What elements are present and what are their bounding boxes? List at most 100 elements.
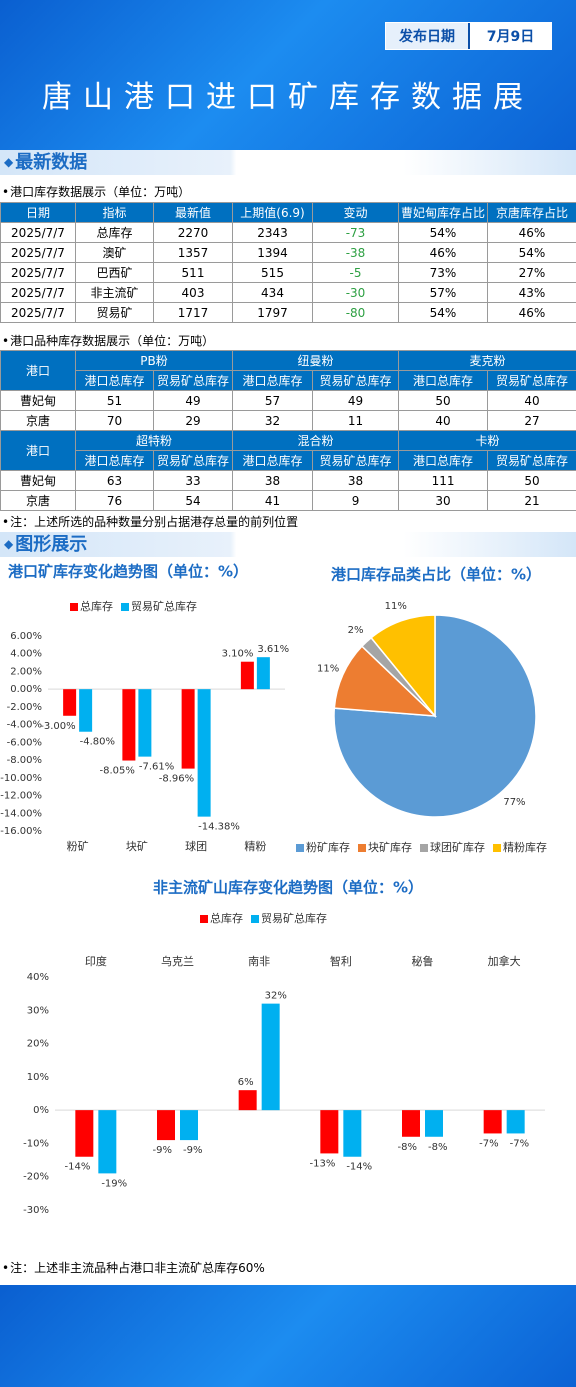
cell: 1717 <box>153 302 233 323</box>
legend-label: 贸易矿总库存 <box>261 911 327 925</box>
cell: 2270 <box>153 222 233 243</box>
value-label: -3.00% <box>40 721 75 732</box>
value-label: -4.80% <box>80 737 115 748</box>
header-cell: 港口总库存 <box>232 450 314 471</box>
header-row: 港口总库存 贸易矿总库存 港口总库存 贸易矿总库存 港口总库存 贸易矿总库存 <box>1 370 576 391</box>
section-bar: 最新数据 <box>0 150 576 175</box>
y-tick-label: -12.00% <box>0 791 42 802</box>
y-tick-label: 0% <box>33 1105 49 1116</box>
pie-slice <box>333 645 438 717</box>
header-cell: 京唐库存占比 <box>487 202 576 223</box>
header-cell: 港口总库存 <box>398 450 489 471</box>
chart-title: 港口矿库存变化趋势图（单位：%） <box>8 563 248 581</box>
x-tick-label: 智利 <box>330 954 352 968</box>
section-bar: 图形展示 <box>0 532 576 557</box>
x-tick-label: 加拿大 <box>488 954 521 968</box>
y-tick-label: 4.00% <box>10 649 42 660</box>
x-tick-label: 粉矿 <box>67 840 89 853</box>
cell: 76 <box>75 490 154 511</box>
cell: 非主流矿 <box>75 282 154 303</box>
y-tick-label: -10.00% <box>0 773 42 784</box>
bar <box>79 689 93 732</box>
row: 2025/7/7 澳矿 1357 1394 -38 46% 54% <box>0 242 576 263</box>
value-label: 32% <box>265 991 287 1002</box>
bar <box>98 1110 117 1174</box>
table-caption: 港口品种库存数据展示（单位：万吨） <box>0 332 214 349</box>
pie-slice <box>370 614 436 719</box>
cell: 2025/7/7 <box>0 302 76 323</box>
cell: 43% <box>487 282 576 303</box>
value-label: 11% <box>385 601 407 612</box>
x-tick-label: 球团 <box>185 839 207 853</box>
y-tick-label: 6.00% <box>10 631 42 642</box>
header-cell: 港口总库存 <box>232 370 314 391</box>
bar <box>238 1090 257 1111</box>
value-label: 3.61% <box>257 644 289 655</box>
row: 曹妃甸 63 33 38 38 111 50 <box>0 470 576 491</box>
row: 2025/7/7 巴西矿 511 515 -5 73% 27% <box>0 262 576 283</box>
value-label: -7% <box>510 1138 529 1149</box>
header-row: 日期 指标 最新值 上期值(6.9) 变动 曹妃甸库存占比 京唐库存占比 <box>0 202 576 223</box>
header-banner: 发布日期 7月9日 唐山港口进口矿库存数据展 <box>0 0 576 150</box>
x-tick-label: 秘鲁 <box>412 954 434 968</box>
bar <box>425 1110 443 1137</box>
x-tick-label: 块矿 <box>126 840 148 853</box>
header-cell: 贸易矿总库存 <box>152 450 234 471</box>
y-tick-label: 30% <box>27 1005 49 1016</box>
header-row: 港口 PB粉 纽曼粉 麦克粉 <box>0 350 576 391</box>
legend-label: 贸易矿总库存 <box>131 599 197 613</box>
header-cell: 日期 <box>0 202 76 223</box>
cell: 54% <box>398 302 488 323</box>
header-cell: PB粉 <box>74 350 234 371</box>
row: 2025/7/7 贸易矿 1717 1797 -80 54% 46% <box>0 302 576 323</box>
bar <box>122 689 136 761</box>
y-tick-label: -6.00% <box>7 737 42 748</box>
value-label: -7.61% <box>139 762 174 773</box>
cell: 2025/7/7 <box>0 262 76 283</box>
chart-title: 港口库存品类占比（单位：%） <box>331 566 541 584</box>
value-label: 11% <box>317 663 339 674</box>
legend-swatch <box>493 844 501 852</box>
legend-label: 总库存 <box>80 599 113 613</box>
chart-title: 非主流矿山库存变化趋势图（单位：%） <box>153 879 423 897</box>
bar <box>483 1110 502 1134</box>
bar <box>180 1110 198 1141</box>
value-label: -9% <box>183 1145 202 1156</box>
cell: 38 <box>312 470 400 491</box>
section-title: 图形展示 <box>0 534 87 555</box>
legend-label: 总库存 <box>210 911 243 925</box>
date-label: 发布日期 <box>386 23 470 49</box>
header-cell: 港口 <box>0 430 76 471</box>
value-label: -8.96% <box>159 774 194 785</box>
cell: 63 <box>75 470 154 491</box>
x-tick-label: 精粉 <box>244 840 266 853</box>
header-cell: 指标 <box>75 202 154 223</box>
header-cell: 港口 <box>0 350 76 391</box>
bar <box>343 1110 362 1157</box>
value-label: -13% <box>309 1158 335 1169</box>
legend-swatch <box>200 915 208 923</box>
legend-label: 块矿库存 <box>368 840 412 854</box>
y-tick-label: -2.00% <box>7 702 42 713</box>
value-label: -7% <box>479 1138 498 1149</box>
legend-label: 球团矿库存 <box>430 840 485 854</box>
value-label: -14% <box>346 1162 372 1173</box>
note: 注：上述非主流品种占港口非主流矿总库存60% <box>0 1259 265 1276</box>
bar <box>157 1110 175 1141</box>
bar <box>320 1110 339 1154</box>
bar <box>75 1110 94 1157</box>
y-tick-label: -14.00% <box>0 808 42 819</box>
value-label: -19% <box>101 1178 127 1189</box>
cell: 1394 <box>232 242 313 263</box>
value-label: 6% <box>238 1077 254 1088</box>
y-tick-label: 20% <box>27 1039 49 1050</box>
header-cell: 曹妃甸库存占比 <box>398 202 488 223</box>
header-cell: 卡粉 <box>398 430 576 451</box>
y-tick-label: -10% <box>23 1138 49 1149</box>
row: 京唐 76 54 41 9 30 21 <box>0 490 576 511</box>
date-box: 发布日期 7月9日 <box>385 22 552 50</box>
cell: 21 <box>487 490 576 511</box>
cell: 贸易矿 <box>75 302 154 323</box>
bar <box>63 689 77 716</box>
cell: 111 <box>398 470 489 491</box>
